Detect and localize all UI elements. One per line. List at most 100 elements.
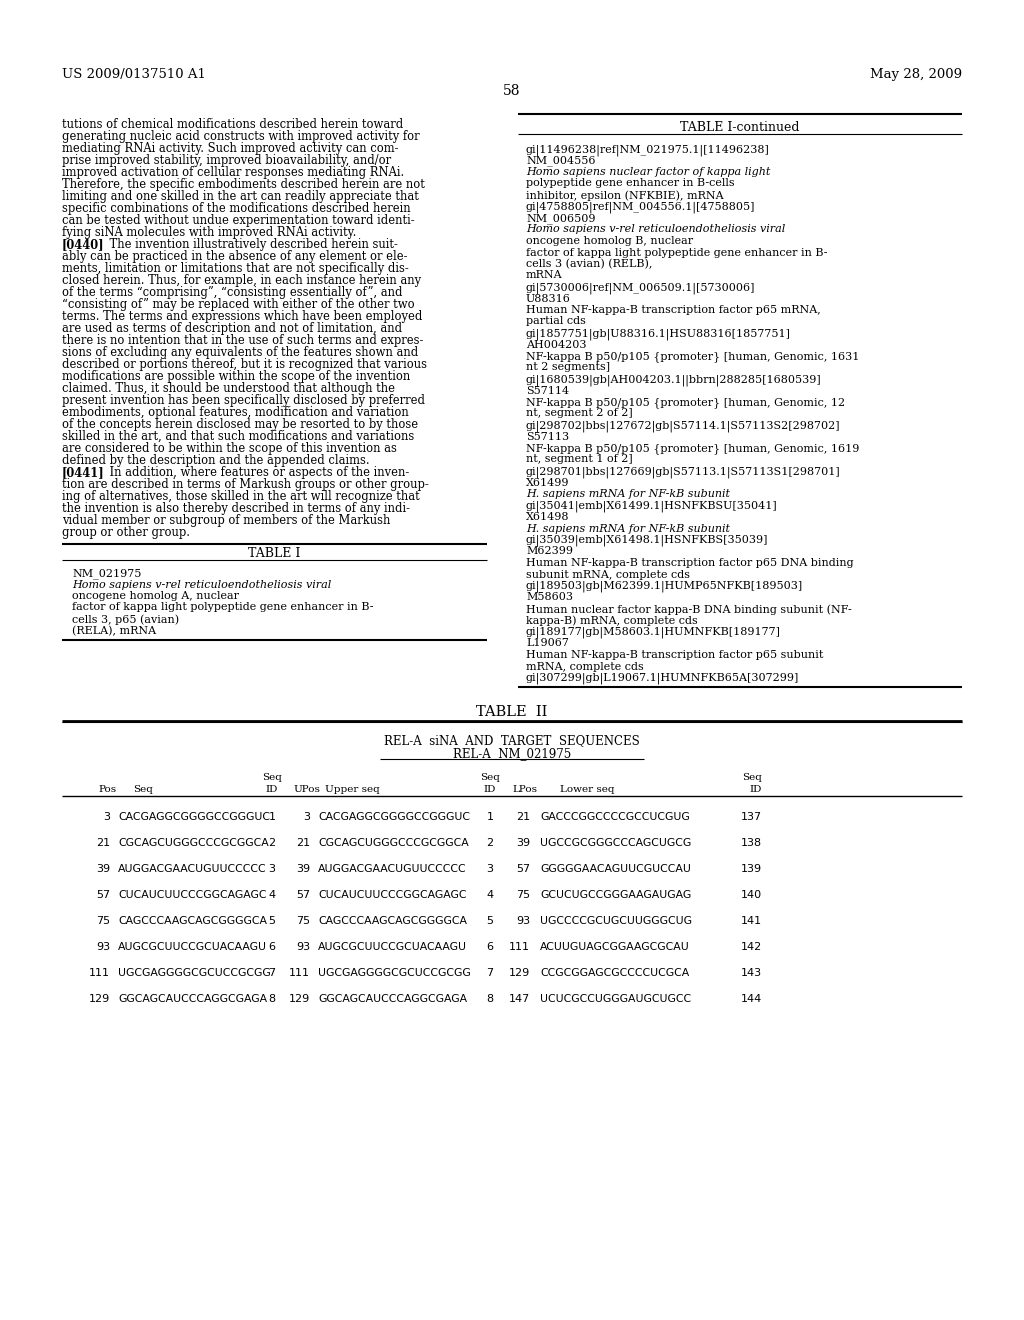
Text: 137: 137 — [741, 812, 762, 821]
Text: embodiments, optional features, modification and variation: embodiments, optional features, modifica… — [62, 407, 409, 418]
Text: prise improved stability, improved bioavailability, and/or: prise improved stability, improved bioav… — [62, 154, 391, 168]
Text: 1: 1 — [268, 812, 275, 821]
Text: M62399: M62399 — [526, 546, 573, 557]
Text: 3: 3 — [103, 812, 110, 821]
Text: Lower seq: Lower seq — [560, 785, 614, 795]
Text: H. sapiens mRNA for NF-kB subunit: H. sapiens mRNA for NF-kB subunit — [526, 488, 730, 499]
Text: 144: 144 — [740, 994, 762, 1003]
Text: AUGCGCUUCCGCUACAAGU: AUGCGCUUCCGCUACAAGU — [118, 941, 267, 952]
Text: Human nuclear factor kappa-B DNA binding subunit (NF-: Human nuclear factor kappa-B DNA binding… — [526, 605, 852, 615]
Text: 5: 5 — [486, 916, 494, 925]
Text: GACCCGGCCCCGCCUCGUG: GACCCGGCCCCGCCUCGUG — [540, 812, 690, 821]
Text: L19067: L19067 — [526, 639, 569, 648]
Text: 129: 129 — [509, 968, 530, 978]
Text: UCUCGCCUGGGAUGCUGCC: UCUCGCCUGGGAUGCUGCC — [540, 994, 691, 1003]
Text: ments, limitation or limitations that are not specifically dis-: ments, limitation or limitations that ar… — [62, 261, 409, 275]
Text: 139: 139 — [741, 863, 762, 874]
Text: sions of excluding any equivalents of the features shown and: sions of excluding any equivalents of th… — [62, 346, 418, 359]
Text: nt 2 segments]: nt 2 segments] — [526, 363, 610, 372]
Text: 39: 39 — [296, 863, 310, 874]
Text: NF-kappa B p50/p105 {promoter} [human, Genomic, 12: NF-kappa B p50/p105 {promoter} [human, G… — [526, 397, 845, 408]
Text: Human NF-kappa-B transcription factor p65 DNA binding: Human NF-kappa-B transcription factor p6… — [526, 558, 854, 568]
Text: nt, segment 2 of 2]: nt, segment 2 of 2] — [526, 408, 633, 418]
Text: Human NF-kappa-B transcription factor p65 mRNA,: Human NF-kappa-B transcription factor p6… — [526, 305, 821, 315]
Text: ably can be practiced in the absence of any element or ele-: ably can be practiced in the absence of … — [62, 249, 408, 263]
Text: ACUUGUAGCGGAAGCGCAU: ACUUGUAGCGGAAGCGCAU — [540, 941, 690, 952]
Text: oncogene homolog A, nuclear: oncogene homolog A, nuclear — [72, 591, 239, 601]
Text: gi|1857751|gb|U88316.1|HSU88316[1857751]: gi|1857751|gb|U88316.1|HSU88316[1857751] — [526, 327, 791, 339]
Text: CAGCCCAAGCAGCGGGGCA: CAGCCCAAGCAGCGGGGCA — [118, 916, 267, 925]
Text: TABLE I: TABLE I — [248, 546, 301, 560]
Text: Upper seq: Upper seq — [325, 785, 380, 795]
Text: Homo sapiens v-rel reticuloendotheliosis viral: Homo sapiens v-rel reticuloendotheliosis… — [72, 579, 331, 590]
Text: 39: 39 — [516, 837, 530, 847]
Text: NM_021975: NM_021975 — [72, 568, 141, 578]
Text: 129: 129 — [289, 994, 310, 1003]
Text: 7: 7 — [268, 968, 275, 978]
Text: ID: ID — [750, 785, 762, 795]
Text: Homo sapiens v-rel reticuloendotheliosis viral: Homo sapiens v-rel reticuloendotheliosis… — [526, 224, 785, 235]
Text: factor of kappa light polypeptide gene enhancer in B-: factor of kappa light polypeptide gene e… — [526, 248, 827, 257]
Text: CGCAGCUGGGCCCGCGGCA: CGCAGCUGGGCCCGCGGCA — [318, 837, 469, 847]
Text: subunit mRNA, complete cds: subunit mRNA, complete cds — [526, 569, 690, 579]
Text: nt, segment 1 of 2]: nt, segment 1 of 2] — [526, 454, 633, 465]
Text: UPos: UPos — [293, 785, 319, 795]
Text: NF-kappa B p50/p105 {promoter} [human, Genomic, 1619: NF-kappa B p50/p105 {promoter} [human, G… — [526, 444, 859, 454]
Text: NM_004556: NM_004556 — [526, 156, 596, 166]
Text: REL-A  NM_021975: REL-A NM_021975 — [453, 747, 571, 760]
Text: 147: 147 — [509, 994, 530, 1003]
Text: fying siNA molecules with improved RNAi activity.: fying siNA molecules with improved RNAi … — [62, 226, 356, 239]
Text: AUGCGCUUCCGCUACAAGU: AUGCGCUUCCGCUACAAGU — [318, 941, 467, 952]
Text: AH004203: AH004203 — [526, 339, 587, 350]
Text: GGCAGCAUCCCAGGCGAGA: GGCAGCAUCCCAGGCGAGA — [318, 994, 467, 1003]
Text: X61499: X61499 — [526, 478, 569, 487]
Text: terms. The terms and expressions which have been employed: terms. The terms and expressions which h… — [62, 310, 422, 323]
Text: cells 3 (avian) (RELB),: cells 3 (avian) (RELB), — [526, 259, 652, 269]
Text: gi|35041|emb|X61499.1|HSNFKBSU[35041]: gi|35041|emb|X61499.1|HSNFKBSU[35041] — [526, 500, 778, 512]
Text: cells 3, p65 (avian): cells 3, p65 (avian) — [72, 614, 179, 624]
Text: In addition, where features or aspects of the inven-: In addition, where features or aspects o… — [95, 466, 410, 479]
Text: Seq: Seq — [742, 774, 762, 783]
Text: 75: 75 — [296, 916, 310, 925]
Text: specific combinations of the modifications described herein: specific combinations of the modificatio… — [62, 202, 411, 215]
Text: TABLE  II: TABLE II — [476, 705, 548, 718]
Text: GGCAGCAUCCCAGGCGAGA: GGCAGCAUCCCAGGCGAGA — [118, 994, 267, 1003]
Text: 138: 138 — [741, 837, 762, 847]
Text: gi|189503|gb|M62399.1|HUMP65NFKB[189503]: gi|189503|gb|M62399.1|HUMP65NFKB[189503] — [526, 581, 803, 593]
Text: 111: 111 — [289, 968, 310, 978]
Text: 93: 93 — [516, 916, 530, 925]
Text: Seq: Seq — [480, 774, 500, 783]
Text: described or portions thereof, but it is recognized that various: described or portions thereof, but it is… — [62, 358, 427, 371]
Text: (RELA), mRNA: (RELA), mRNA — [72, 626, 156, 636]
Text: CUCAUCUUCCCGGCAGAGC: CUCAUCUUCCCGGCAGAGC — [118, 890, 266, 899]
Text: 111: 111 — [509, 941, 530, 952]
Text: S57113: S57113 — [526, 432, 569, 441]
Text: Human NF-kappa-B transcription factor p65 subunit: Human NF-kappa-B transcription factor p6… — [526, 649, 823, 660]
Text: limiting and one skilled in the art can readily appreciate that: limiting and one skilled in the art can … — [62, 190, 419, 203]
Text: AUGGACGAACUGUUCCCCC: AUGGACGAACUGUUCCCCC — [318, 863, 467, 874]
Text: 8: 8 — [268, 994, 275, 1003]
Text: Therefore, the specific embodiments described herein are not: Therefore, the specific embodiments desc… — [62, 178, 425, 191]
Text: there is no intention that in the use of such terms and expres-: there is no intention that in the use of… — [62, 334, 423, 347]
Text: S57114: S57114 — [526, 385, 569, 396]
Text: CGCAGCUGGGCCCGCGGCA: CGCAGCUGGGCCCGCGGCA — [118, 837, 268, 847]
Text: 39: 39 — [96, 863, 110, 874]
Text: 75: 75 — [516, 890, 530, 899]
Text: U88316: U88316 — [526, 293, 570, 304]
Text: present invention has been specifically disclosed by preferred: present invention has been specifically … — [62, 393, 425, 407]
Text: 93: 93 — [96, 941, 110, 952]
Text: polypeptide gene enhancer in B-cells: polypeptide gene enhancer in B-cells — [526, 178, 734, 189]
Text: gi|298701|bbs|127669|gb|S57113.1|S57113S1[298701]: gi|298701|bbs|127669|gb|S57113.1|S57113S… — [526, 466, 841, 478]
Text: 5: 5 — [268, 916, 275, 925]
Text: “consisting of” may be replaced with either of the other two: “consisting of” may be replaced with eit… — [62, 298, 415, 312]
Text: TABLE I-continued: TABLE I-continued — [680, 121, 800, 135]
Text: the invention is also thereby described in terms of any indi-: the invention is also thereby described … — [62, 502, 410, 515]
Text: ID: ID — [483, 785, 497, 795]
Text: 2: 2 — [268, 837, 275, 847]
Text: CACGAGGCGGGGCCGGGUC: CACGAGGCGGGGCCGGGUC — [318, 812, 470, 821]
Text: 93: 93 — [296, 941, 310, 952]
Text: M58603: M58603 — [526, 593, 573, 602]
Text: tutions of chemical modifications described herein toward: tutions of chemical modifications descri… — [62, 117, 403, 131]
Text: [0440]: [0440] — [62, 238, 104, 251]
Text: gi|5730006|ref|NM_006509.1|[5730006]: gi|5730006|ref|NM_006509.1|[5730006] — [526, 282, 756, 293]
